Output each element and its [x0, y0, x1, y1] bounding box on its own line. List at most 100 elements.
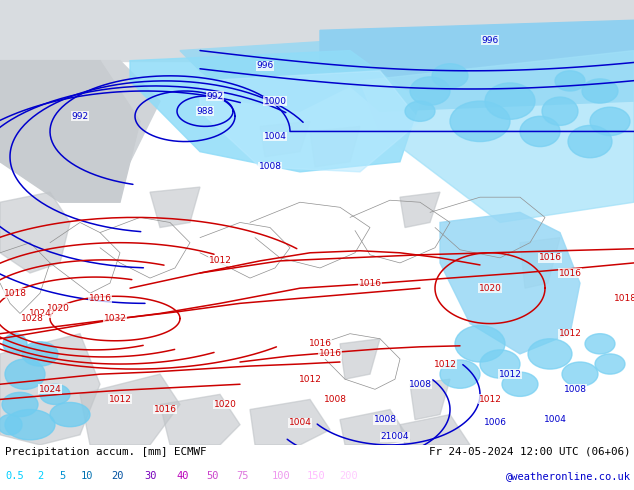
Ellipse shape: [562, 362, 598, 386]
Text: 1012: 1012: [434, 360, 456, 368]
Text: 75: 75: [236, 471, 249, 481]
Text: 1012: 1012: [108, 395, 131, 404]
Ellipse shape: [528, 339, 572, 369]
Ellipse shape: [50, 402, 90, 427]
Text: 5: 5: [59, 471, 65, 481]
Polygon shape: [0, 192, 70, 273]
Polygon shape: [360, 50, 634, 222]
Text: 1024: 1024: [29, 309, 51, 318]
Text: 1012: 1012: [498, 369, 521, 379]
Text: 1016: 1016: [358, 279, 382, 288]
Text: 200: 200: [339, 471, 358, 481]
Text: 1000: 1000: [264, 97, 287, 106]
Text: 1020: 1020: [479, 284, 501, 293]
Ellipse shape: [582, 79, 618, 103]
Text: 1018: 1018: [4, 289, 27, 298]
Polygon shape: [520, 238, 560, 288]
Polygon shape: [160, 394, 240, 445]
Polygon shape: [0, 61, 160, 182]
Text: 1004: 1004: [543, 415, 566, 424]
Ellipse shape: [542, 97, 578, 125]
Polygon shape: [180, 41, 360, 111]
Text: 21004: 21004: [381, 432, 410, 441]
Polygon shape: [440, 212, 580, 354]
Ellipse shape: [585, 334, 615, 354]
Text: Fr 24-05-2024 12:00 UTC (06+06): Fr 24-05-2024 12:00 UTC (06+06): [429, 447, 631, 457]
Text: 1012: 1012: [299, 375, 321, 384]
Text: 30: 30: [145, 471, 157, 481]
Text: 1016: 1016: [559, 269, 581, 277]
Text: 100: 100: [271, 471, 290, 481]
Ellipse shape: [40, 384, 70, 404]
Text: 1016: 1016: [318, 349, 342, 358]
Polygon shape: [0, 0, 634, 61]
Ellipse shape: [5, 359, 45, 389]
Ellipse shape: [485, 83, 535, 120]
Polygon shape: [0, 334, 100, 445]
Ellipse shape: [455, 325, 505, 362]
Polygon shape: [400, 192, 440, 227]
Ellipse shape: [590, 107, 630, 136]
Ellipse shape: [520, 116, 560, 147]
Text: 1006: 1006: [484, 418, 507, 427]
Ellipse shape: [502, 372, 538, 396]
Ellipse shape: [432, 64, 468, 88]
Text: 1008: 1008: [564, 385, 586, 394]
Ellipse shape: [450, 101, 510, 142]
Text: 1004: 1004: [264, 132, 287, 141]
Text: 1024: 1024: [39, 385, 61, 394]
Text: 1016: 1016: [538, 253, 562, 262]
Text: 1008: 1008: [373, 415, 396, 424]
Ellipse shape: [3, 334, 27, 354]
Text: 996: 996: [481, 36, 498, 45]
Text: 50: 50: [206, 471, 219, 481]
Text: 996: 996: [256, 61, 274, 70]
Polygon shape: [130, 50, 420, 172]
Polygon shape: [0, 61, 140, 202]
Text: 1008: 1008: [259, 162, 281, 171]
Text: 1012: 1012: [209, 256, 231, 266]
Text: @weatheronline.co.uk: @weatheronline.co.uk: [506, 471, 631, 481]
Text: 1018: 1018: [614, 294, 634, 303]
Text: 150: 150: [306, 471, 325, 481]
Text: 1012: 1012: [479, 395, 501, 404]
Ellipse shape: [568, 125, 612, 158]
Text: 992: 992: [72, 112, 89, 121]
Text: 1012: 1012: [559, 329, 581, 338]
Polygon shape: [310, 126, 360, 167]
Text: 20: 20: [111, 471, 124, 481]
Text: 1028: 1028: [20, 314, 44, 323]
Text: 1016: 1016: [89, 294, 112, 303]
Polygon shape: [260, 122, 310, 157]
Ellipse shape: [405, 101, 435, 122]
Polygon shape: [200, 71, 420, 172]
Ellipse shape: [0, 415, 22, 435]
Polygon shape: [320, 20, 634, 111]
Text: 1016: 1016: [153, 405, 176, 414]
Ellipse shape: [555, 71, 585, 91]
Ellipse shape: [440, 360, 480, 388]
Text: 10: 10: [81, 471, 94, 481]
Ellipse shape: [410, 77, 450, 105]
Text: 2: 2: [37, 471, 43, 481]
Polygon shape: [410, 379, 450, 419]
Text: 40: 40: [176, 471, 189, 481]
Ellipse shape: [2, 392, 38, 416]
Polygon shape: [400, 415, 470, 445]
Ellipse shape: [480, 350, 520, 378]
Polygon shape: [150, 187, 200, 227]
Text: 1004: 1004: [288, 418, 311, 427]
Text: 1020: 1020: [214, 400, 236, 409]
Text: 992: 992: [207, 92, 224, 100]
Text: 1016: 1016: [309, 339, 332, 348]
Polygon shape: [80, 374, 180, 445]
Ellipse shape: [5, 410, 55, 440]
Text: 1008: 1008: [323, 395, 347, 404]
Polygon shape: [340, 410, 410, 445]
Polygon shape: [250, 399, 330, 445]
Text: 988: 988: [197, 107, 214, 116]
Text: Precipitation accum. [mm] ECMWF: Precipitation accum. [mm] ECMWF: [5, 447, 207, 457]
Ellipse shape: [22, 342, 58, 366]
Text: 0.5: 0.5: [5, 471, 24, 481]
Polygon shape: [340, 339, 380, 379]
